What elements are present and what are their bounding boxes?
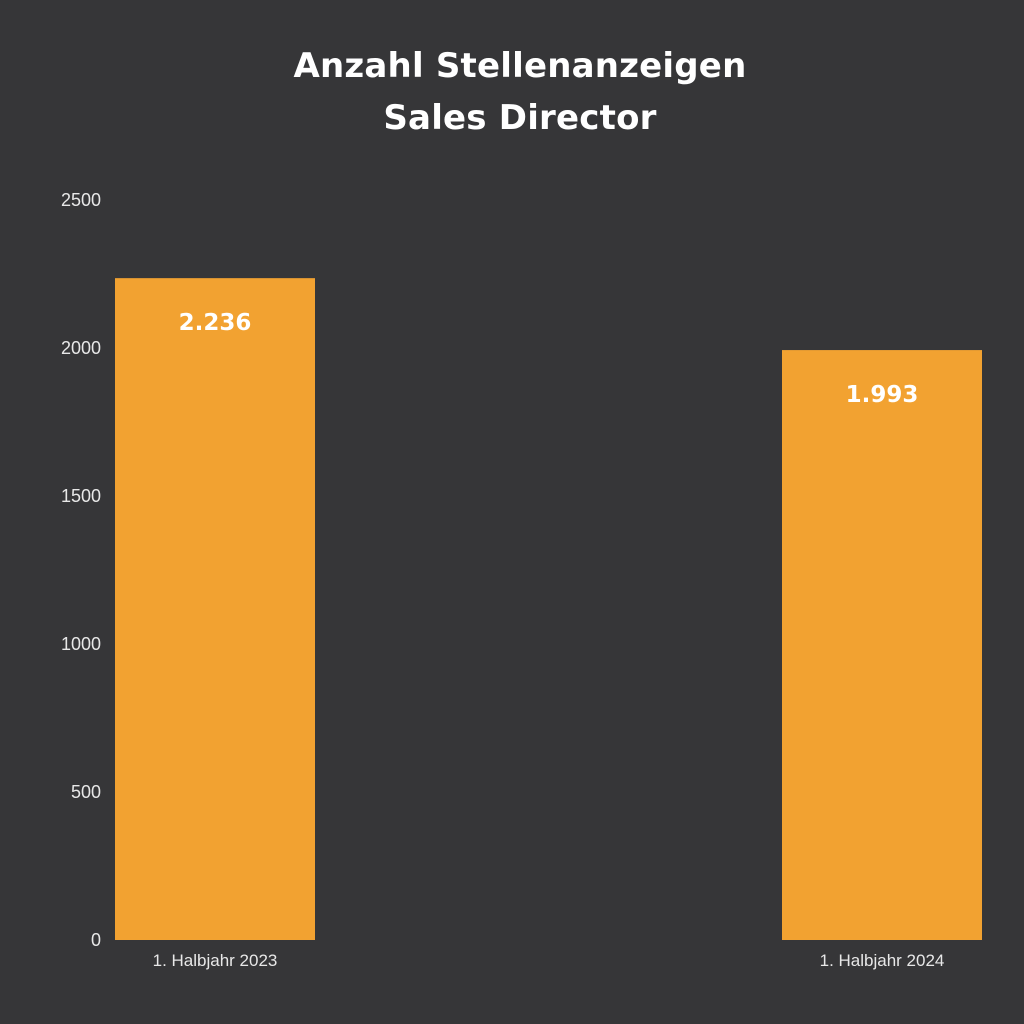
x-category-label: 1. Halbjahr 2023: [153, 951, 278, 970]
chart-title: Anzahl Stellenanzeigen Sales Director: [0, 40, 1024, 144]
chart-title-line-1: Anzahl Stellenanzeigen: [293, 46, 747, 86]
y-tick-label: 2000: [61, 338, 101, 358]
y-tick-label: 1500: [61, 486, 101, 506]
bar: [782, 350, 982, 940]
x-axis: 1. Halbjahr 2023 1. Halbjahr 2024: [153, 951, 945, 970]
y-tick-label: 500: [71, 782, 101, 802]
bar: [115, 278, 315, 940]
bar-value-label: 1.993: [846, 382, 919, 408]
y-axis: 0 500 1000 1500 2000 2500: [61, 190, 101, 950]
y-tick-label: 2500: [61, 190, 101, 210]
bars-group: 2.236 1.993: [115, 278, 982, 940]
bar-value-label: 2.236: [179, 310, 252, 336]
y-tick-label: 0: [91, 930, 101, 950]
chart-title-line-2: Sales Director: [383, 98, 657, 138]
y-tick-label: 1000: [61, 634, 101, 654]
x-category-label: 1. Halbjahr 2024: [820, 951, 945, 970]
